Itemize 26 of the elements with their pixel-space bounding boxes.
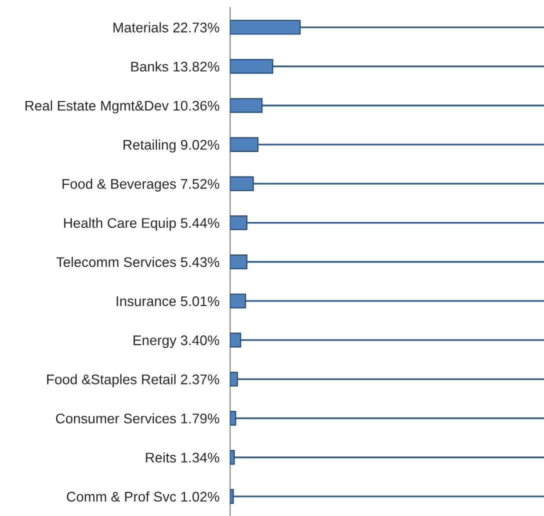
bar: [230, 294, 246, 308]
bar: [230, 372, 238, 387]
bar: [230, 215, 248, 230]
y-tick-label: Materials 22.73%: [114, 22, 220, 32]
y-tick-label: Consumer Services 1.79%: [56, 413, 220, 424]
bar: [230, 20, 301, 35]
bar: [230, 450, 235, 465]
bar: [230, 137, 258, 152]
bar: [230, 410, 236, 426]
y-tick-label: Telecomm Services 5.43%: [56, 256, 220, 268]
bar: [230, 489, 234, 504]
bar: [230, 254, 248, 270]
bar: [230, 58, 274, 74]
y-tick-label: Health Care Equip 5.44%: [64, 218, 220, 231]
y-tick-label: Retailing 9.02%: [124, 140, 220, 152]
bar: [230, 176, 254, 192]
y-tick-label: Insurance 5.01%: [116, 296, 220, 306]
y-tick-label: Food & Beverages 7.52%: [62, 178, 220, 192]
y-tick-label: Banks 13.82%: [131, 61, 220, 72]
y-tick-label: Food &Staples Retail 2.37%: [47, 374, 220, 388]
bar: [230, 332, 242, 348]
y-tick-label: Reits 1.34%: [146, 452, 220, 463]
y-tick-label: Energy 3.40%: [134, 335, 220, 348]
y-tick-label: Real Estate Mgmt&Dev 10.36%: [26, 100, 220, 114]
y-tick-label: Comm & Prof Svc 1.02%: [66, 491, 220, 502]
bar: [230, 98, 263, 113]
